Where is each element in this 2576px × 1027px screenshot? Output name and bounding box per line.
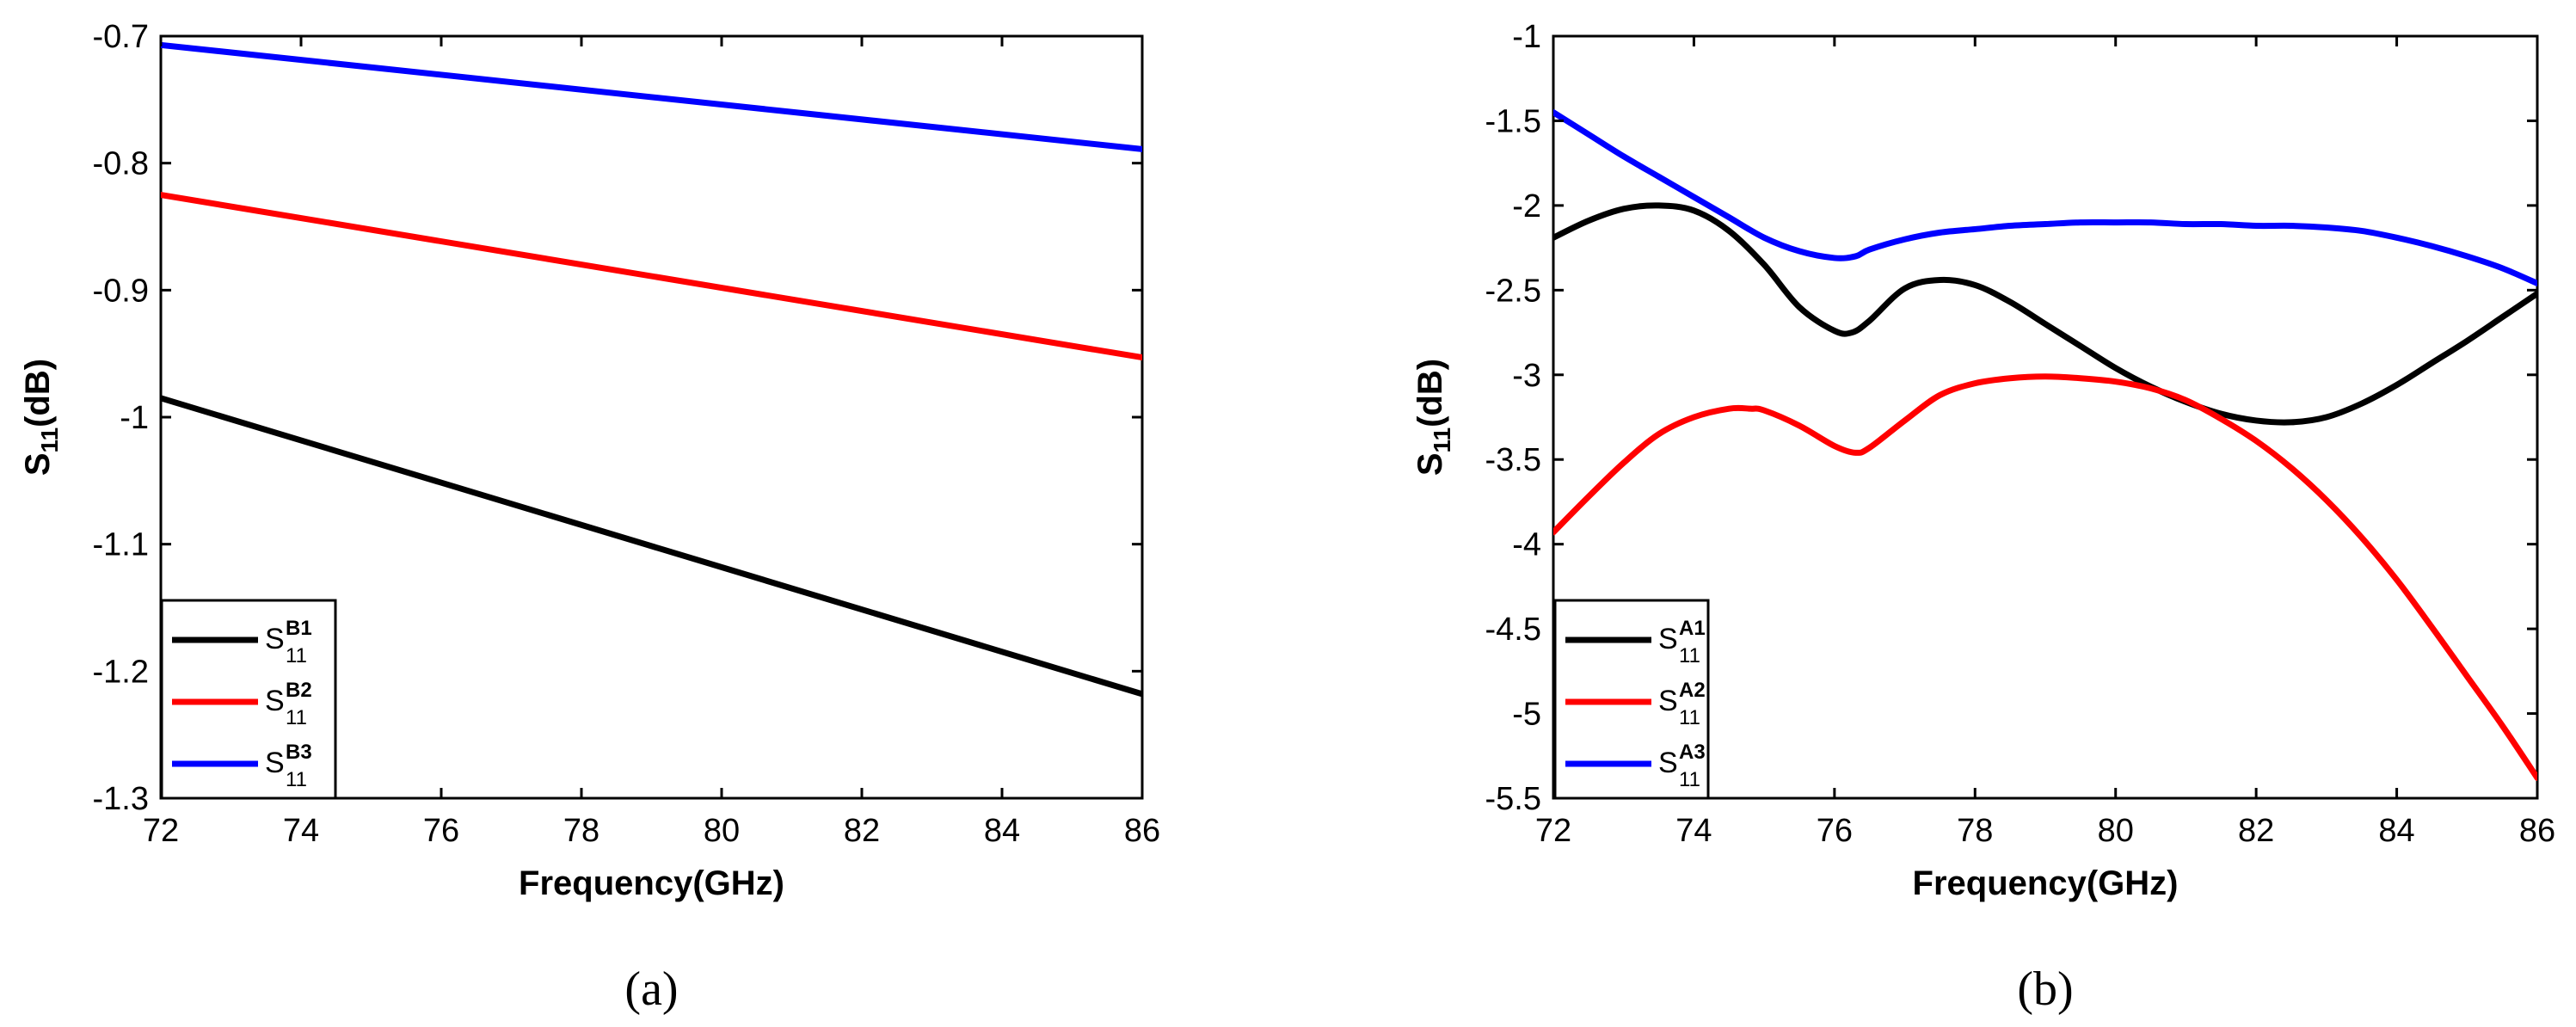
y-tick-label: -5	[1512, 697, 1541, 733]
legend-label-sup: A1	[1679, 617, 1706, 640]
x-axis-label: Frequency(GHz)	[1913, 864, 2179, 902]
y-tick-label: -1.5	[1485, 103, 1541, 139]
legend-label-sup: B1	[286, 617, 312, 640]
legend-label-sub: 11	[286, 768, 307, 791]
y-tick-label: -1	[1512, 19, 1541, 55]
y-tick-label: -1	[120, 400, 149, 436]
series-line-b3	[161, 41, 1142, 152]
legend-label-sub: 11	[1679, 768, 1700, 791]
y-tick-label: -0.7	[93, 19, 149, 55]
legend-label-base: S	[265, 747, 285, 779]
y-tick-label: -1.1	[93, 527, 149, 563]
legend-label-sup: B3	[286, 741, 312, 764]
x-tick-label: 80	[2098, 813, 2134, 849]
y-axis-label: S11(dB)	[1411, 359, 1455, 476]
x-tick-label: 72	[143, 813, 179, 849]
ticks: 72 74 76 78 80 82 84 86 -0.7 -0.8 -0.9 -1 -1.1 -1.2 -1…	[93, 19, 1161, 849]
y-tick-label: -1.2	[93, 654, 149, 690]
x-tick-label: 82	[2238, 813, 2274, 849]
series-line-b2	[161, 192, 1142, 361]
y-tick-label: -3	[1512, 358, 1541, 394]
legend-label-sub: 11	[286, 644, 307, 667]
legend-label-sub: 11	[1679, 706, 1700, 729]
y-axis-label: S11(dB)	[19, 359, 63, 476]
legend-label-base: S	[1658, 747, 1678, 779]
y-tick-label: -0.9	[93, 273, 149, 309]
legend-label-sup: A3	[1679, 741, 1706, 764]
legend-label-base: S	[1658, 685, 1678, 717]
legend-label-sup: B2	[286, 679, 312, 702]
legend-label-base: S	[265, 623, 285, 655]
y-tick-label: -4	[1512, 527, 1541, 563]
series-line-a1	[1553, 202, 2537, 426]
series-line-a2	[1553, 373, 2537, 781]
series-group	[1553, 109, 2537, 781]
x-tick-label: 82	[844, 813, 880, 849]
caption-b: (b)	[2017, 962, 2073, 1016]
x-tick-label: 76	[423, 813, 459, 849]
x-axis-label: Frequency(GHz)	[519, 864, 784, 902]
y-tick-label: -1.3	[93, 781, 149, 817]
caption-a: (a)	[624, 962, 678, 1016]
series-group	[161, 41, 1142, 698]
y-tick-label: -5.5	[1485, 781, 1541, 817]
legend-label-sup: A2	[1679, 679, 1706, 702]
x-tick-label: 74	[283, 813, 319, 849]
y-tick-label: -2	[1512, 188, 1541, 224]
x-tick-label: 78	[563, 813, 599, 849]
ticks: 72 74 76 78 80 82 84 86 -1 -1.5 -2 -2.5 -3 -3.5 -4 -4.5…	[1485, 19, 2556, 849]
legend-label-sub: 11	[286, 706, 307, 729]
y-tick-label: -4.5	[1485, 612, 1541, 648]
x-tick-label: 72	[1535, 813, 1571, 849]
chart-panel-a: 72 74 76 78 80 82 84 86 -0.7 -0.8 -0.9 -1 -1.1 -1.2 -1…	[19, 19, 1160, 1016]
x-tick-label: 78	[1957, 813, 1993, 849]
legend-label-sub: 11	[1679, 644, 1700, 667]
series-line-b1	[161, 395, 1142, 698]
plot-area	[1552, 34, 2539, 800]
x-tick-label: 84	[2378, 813, 2414, 849]
series-line-a3	[1553, 109, 2537, 286]
legend-label-base: S	[265, 685, 285, 717]
x-tick-label: 76	[1817, 813, 1853, 849]
x-tick-label: 86	[2519, 813, 2555, 849]
chart-panel-b: 72 74 76 78 80 82 84 86 -1 -1.5 -2 -2.5 -3 -3.5 -4 -4.5…	[1411, 19, 2555, 1016]
legend-label-base: S	[1658, 623, 1678, 655]
x-tick-label: 86	[1124, 813, 1160, 849]
y-tick-label: -3.5	[1485, 442, 1541, 478]
x-tick-label: 74	[1675, 813, 1712, 849]
x-tick-label: 84	[984, 813, 1020, 849]
y-tick-label: -2.5	[1485, 273, 1541, 309]
y-tick-label: -0.8	[93, 146, 149, 182]
x-tick-label: 80	[704, 813, 740, 849]
